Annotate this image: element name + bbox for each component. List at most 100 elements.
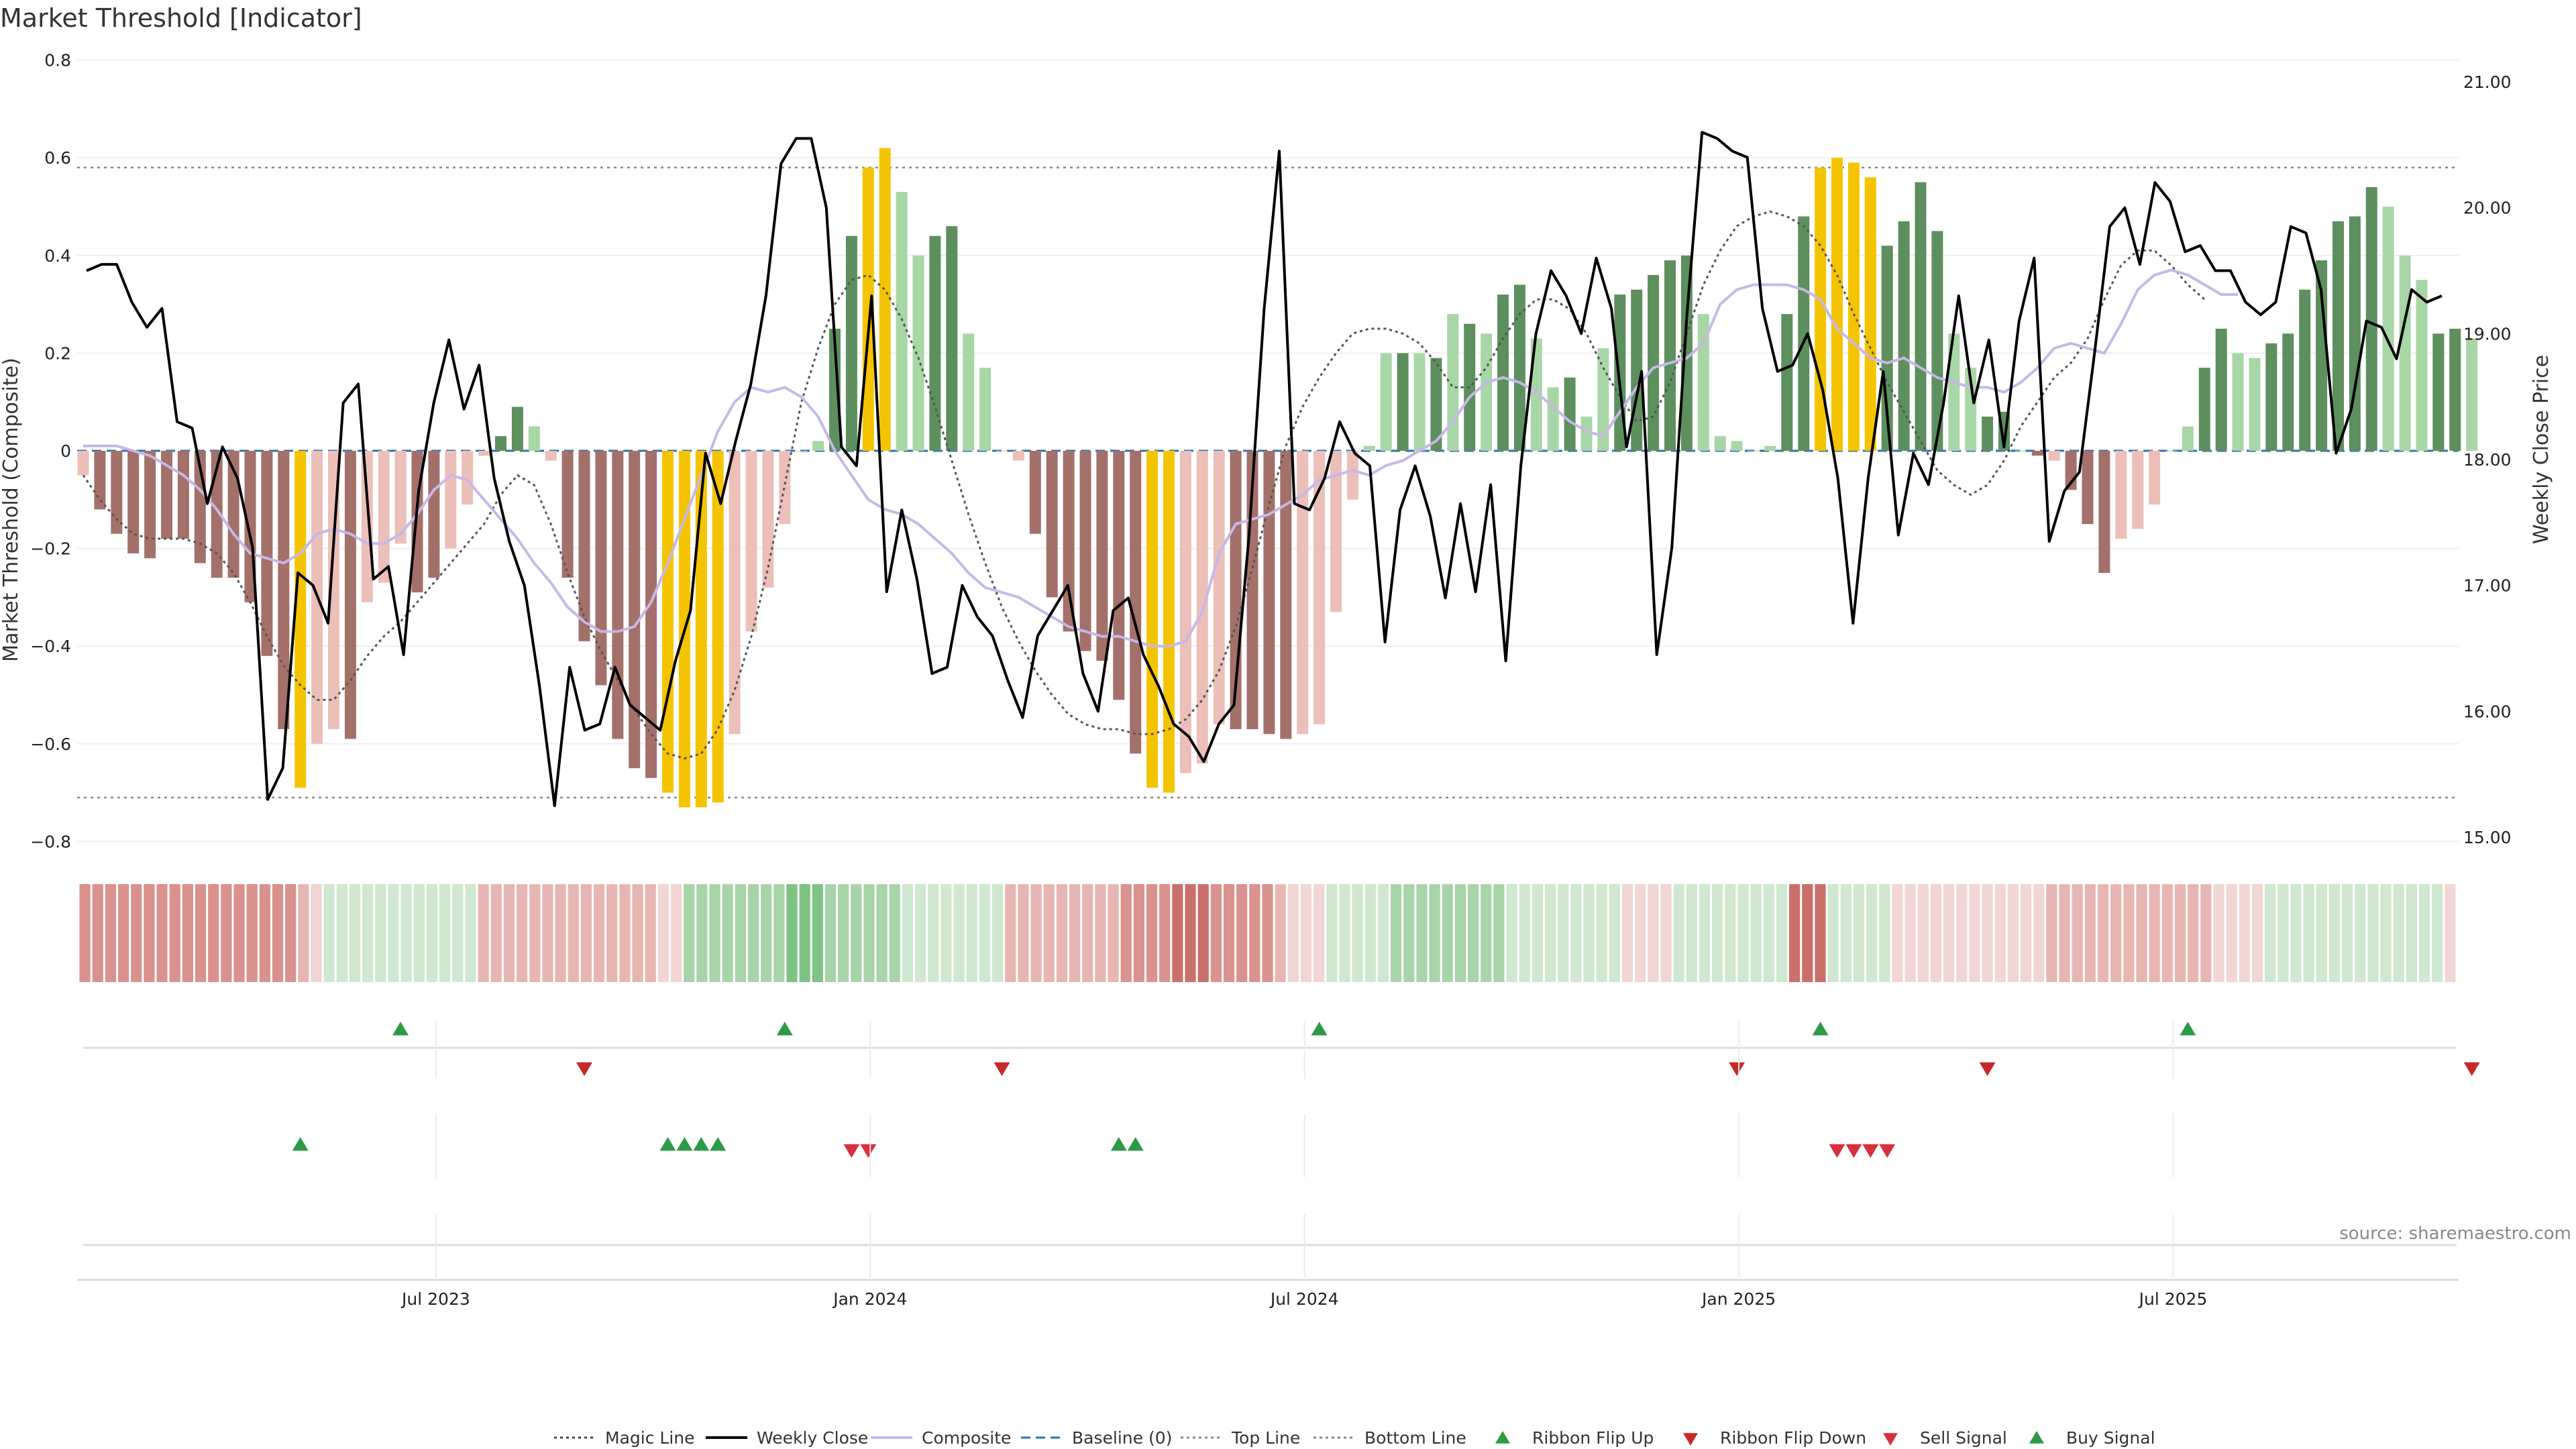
legend-label: Magic Line [605, 1428, 695, 1448]
ribbon-cell [2393, 884, 2404, 982]
ribbon-cell [79, 884, 91, 982]
ribbon-flip-up-marker [1311, 1022, 1328, 1036]
ribbon-cell [1892, 884, 1903, 982]
reference-lines [77, 166, 2459, 799]
ribbon-cell [311, 884, 322, 982]
weekly-close-line [86, 131, 2443, 808]
ribbon-cell [2406, 884, 2418, 982]
ribbon-cell [1621, 884, 1633, 982]
ribbon-cell [1108, 884, 1119, 982]
threshold-bar [2265, 343, 2277, 451]
legend-item: Bottom Line [1313, 1428, 1466, 1448]
ribbon-cell [2123, 884, 2135, 982]
ribbon-cell [761, 884, 772, 982]
threshold-bar [1948, 333, 1960, 451]
threshold-bar [344, 451, 356, 739]
ribbon-cell [1763, 884, 1774, 982]
ribbon-cell [876, 884, 888, 982]
threshold-bar [261, 451, 273, 656]
threshold-bar [1481, 333, 1493, 451]
left-axis: 0.8 0.6 0.4 0.2 0 −0.2 −0.4 −0.6 −0.8 [30, 51, 71, 852]
ribbon-flip-up-marker [392, 1022, 409, 1036]
ribbon-cell [863, 884, 875, 982]
ribbon-cell [2432, 884, 2443, 982]
threshold-bar [1380, 353, 1392, 451]
ribbon-cell [1879, 884, 1890, 982]
threshold-bar [2349, 216, 2361, 451]
ribbon-cell [362, 884, 374, 982]
threshold-bar [812, 441, 824, 451]
threshold-bar [1346, 451, 1358, 500]
ribbon-strip [79, 884, 2456, 982]
left-tick-label: −0.8 [30, 832, 71, 851]
threshold-bar [1798, 216, 1810, 451]
threshold-bar [1530, 338, 1542, 451]
threshold-bar [578, 451, 590, 641]
ribbon-cell [1249, 884, 1260, 982]
ribbon-cell [606, 884, 618, 982]
threshold-bar [1413, 353, 1426, 451]
ribbon-cell [1313, 884, 1325, 982]
legend-item: Ribbon Flip Up [1495, 1428, 1654, 1448]
composite-line [83, 268, 2239, 648]
threshold-bars [77, 148, 2478, 808]
buy-signal-marker [676, 1137, 693, 1151]
threshold-bar [2031, 451, 2043, 456]
threshold-bar [1113, 451, 1125, 700]
ribbon-cell [2328, 884, 2341, 982]
threshold-bar [2132, 451, 2144, 529]
threshold-bar [1263, 451, 1275, 735]
ribbon-cell [1930, 884, 1942, 982]
right-tick-label: 18.00 [2463, 450, 2512, 470]
threshold-bar [1497, 294, 1509, 451]
threshold-bar [294, 451, 307, 788]
ribbon-cell [156, 884, 168, 982]
threshold-bar [629, 451, 641, 769]
threshold-bar [1831, 158, 1843, 451]
threshold-bar [227, 451, 239, 578]
ribbon-cell [657, 884, 669, 982]
legend-item: Ribbon Flip Down [1683, 1428, 1866, 1448]
ribbon-cell [953, 884, 965, 982]
threshold-bar [1915, 182, 1927, 451]
ribbon-cell [2200, 884, 2212, 982]
ribbon-cell [1570, 884, 1582, 982]
left-axis-label: Market Threshold (Composite) [0, 358, 23, 662]
threshold-bar [1815, 167, 1827, 451]
ribbon-cell [1210, 884, 1222, 982]
ribbon-cell [580, 884, 592, 982]
ribbon-cell [1583, 884, 1595, 982]
threshold-bar [144, 451, 156, 559]
threshold-bar [963, 333, 975, 451]
buy-signal-marker [1110, 1137, 1127, 1151]
threshold-bar [361, 451, 373, 602]
threshold-bar [612, 451, 624, 739]
threshold-bar [2432, 333, 2445, 451]
ribbon-cell [285, 884, 297, 982]
legend-label: Composite [922, 1428, 1011, 1448]
x-tick-label: Jan 2024 [832, 1289, 907, 1309]
ribbon-cell [1506, 884, 1517, 982]
ribbon-cell [941, 884, 952, 982]
ribbon-cell [349, 884, 361, 982]
ribbon-cell [1300, 884, 1312, 982]
threshold-bar [2198, 368, 2210, 451]
threshold-bar [645, 451, 657, 778]
threshold-bar [528, 426, 540, 451]
legend-swatch [1883, 1433, 1898, 1446]
threshold-bar [478, 451, 490, 456]
threshold-bar [2365, 186, 2377, 451]
ribbon-cell [1635, 884, 1646, 982]
threshold-bar [2399, 255, 2411, 451]
ribbon-cell [2059, 884, 2070, 982]
threshold-bar [561, 451, 574, 578]
ribbon-cell [786, 884, 798, 982]
ribbon-cell [1712, 884, 1723, 982]
ribbon-cell [2342, 884, 2353, 982]
threshold-bar [2048, 451, 2060, 461]
ribbon-cell [2033, 884, 2045, 982]
ribbon-cell [2251, 884, 2263, 982]
ribbon-cell [1416, 884, 1428, 982]
ribbon-cell [336, 884, 347, 982]
threshold-bar [729, 451, 741, 735]
